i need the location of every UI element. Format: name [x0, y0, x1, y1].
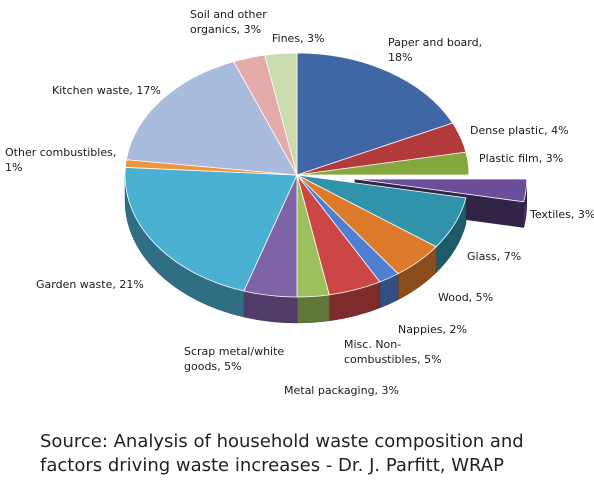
- slice-labels: Paper and board, 18% Dense plastic, 4% Plas…: [5, 8, 594, 397]
- label-line: organics, 3%: [190, 23, 261, 36]
- label-soil-and-other-organics: Soil and other organics, 3%: [190, 8, 267, 36]
- label-line: combustibles, 5%: [344, 353, 442, 366]
- slice-fines: [264, 52, 298, 176]
- pie-chart: Paper and board, 18% Dense plastic, 4% Plas…: [5, 8, 594, 397]
- label-line: 1%: [5, 161, 22, 174]
- label-paper-and-board: Paper and board, 18%: [388, 36, 482, 64]
- label-line: Misc. Non-: [344, 338, 401, 351]
- label-line: Paper and board,: [388, 36, 482, 49]
- label-other-combustibles: Other combustibles, 1%: [5, 146, 116, 174]
- label-fines: Fines, 3%: [272, 32, 325, 45]
- label-line: Fines, 3%: [272, 32, 325, 45]
- label-line: Wood, 5%: [438, 291, 493, 304]
- label-misc-non-combustibles: Misc. Non-combustibles, 5%: [344, 338, 442, 366]
- label-nappies: Nappies, 2%: [398, 323, 467, 336]
- label-scrap-metal-white-goods: Scrap metal/white goods, 5%: [184, 345, 284, 373]
- slice-paper-and-board: [296, 52, 454, 176]
- label-garden-waste: Garden waste, 21%: [36, 278, 144, 291]
- label-line: Plastic film, 3%: [479, 152, 563, 165]
- slice-kitchen-waste: [125, 61, 298, 176]
- label-line: Garden waste, 21%: [36, 278, 144, 291]
- label-line: Metal packaging, 3%: [284, 384, 399, 397]
- label-dense-plastic: Dense plastic, 4%: [470, 124, 569, 137]
- slice-side-metal-packaging: [296, 294, 330, 324]
- source-note: Source: Analysis of household waste comp…: [40, 430, 580, 478]
- label-line: Dense plastic, 4%: [470, 124, 569, 137]
- label-metal-packaging: Metal packaging, 3%: [284, 384, 399, 397]
- source-line-1: Source: Analysis of household waste comp…: [40, 431, 524, 452]
- label-glass: Glass, 7%: [467, 250, 521, 263]
- slice-textiles: [354, 178, 528, 203]
- label-line: Soil and other: [190, 8, 267, 21]
- label-line: Scrap metal/white: [184, 345, 284, 358]
- source-line-2: factors driving waste increases - Dr. J.…: [40, 455, 504, 476]
- label-line: Kitchen waste, 17%: [52, 84, 161, 97]
- label-line: Nappies, 2%: [398, 323, 467, 336]
- label-line: Textiles, 3%: [529, 208, 594, 221]
- label-plastic-film: Plastic film, 3%: [479, 152, 563, 165]
- label-line: goods, 5%: [184, 360, 242, 373]
- label-line: 18%: [388, 51, 412, 64]
- slice-plastic-film: [296, 151, 470, 176]
- label-kitchen-waste: Kitchen waste, 17%: [52, 84, 161, 97]
- slice-garden-waste: [124, 166, 298, 292]
- pie-tops: [124, 52, 528, 298]
- label-textiles: Textiles, 3%: [529, 208, 594, 221]
- label-line: Glass, 7%: [467, 250, 521, 263]
- label-line: Other combustibles,: [5, 146, 116, 159]
- label-wood: Wood, 5%: [438, 291, 493, 304]
